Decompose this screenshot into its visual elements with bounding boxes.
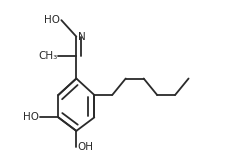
Text: N: N: [77, 32, 85, 42]
Text: HO: HO: [23, 112, 39, 122]
Text: OH: OH: [77, 142, 93, 152]
Text: CH₃: CH₃: [38, 51, 57, 61]
Text: HO: HO: [44, 15, 60, 25]
